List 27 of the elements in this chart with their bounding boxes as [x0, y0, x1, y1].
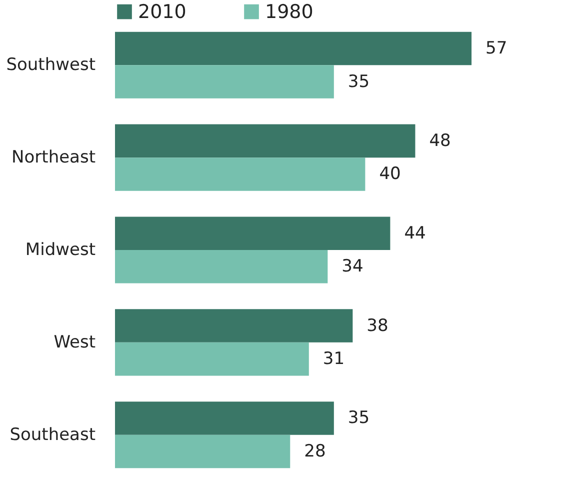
y-tick-label: Southwest — [6, 55, 96, 76]
y-tick-label: Northeast — [12, 148, 96, 168]
bar — [115, 216, 390, 250]
data-label: 57 — [486, 38, 508, 58]
data-label: 28 — [304, 442, 326, 462]
bar — [115, 250, 328, 284]
data-label: 44 — [404, 223, 426, 244]
y-tick-label: Midwest — [25, 240, 96, 260]
data-label: 48 — [429, 130, 451, 151]
y-tick-label: Southeast — [10, 424, 96, 445]
bar — [115, 309, 353, 342]
data-label: 38 — [366, 316, 388, 336]
data-label: 35 — [348, 72, 370, 92]
y-tick-label: West — [54, 332, 96, 352]
data-label: 35 — [348, 408, 370, 428]
bar — [115, 158, 366, 191]
bar — [115, 402, 334, 435]
bar — [115, 434, 290, 468]
data-label: 34 — [342, 256, 364, 277]
data-label: 31 — [322, 349, 345, 370]
legend-label: 1980 — [265, 0, 314, 23]
bar — [115, 32, 472, 66]
legend-label: 2010 — [138, 0, 186, 23]
bar — [115, 342, 309, 376]
data-label: 40 — [379, 164, 401, 184]
bar — [115, 124, 416, 158]
bar — [115, 65, 334, 98]
